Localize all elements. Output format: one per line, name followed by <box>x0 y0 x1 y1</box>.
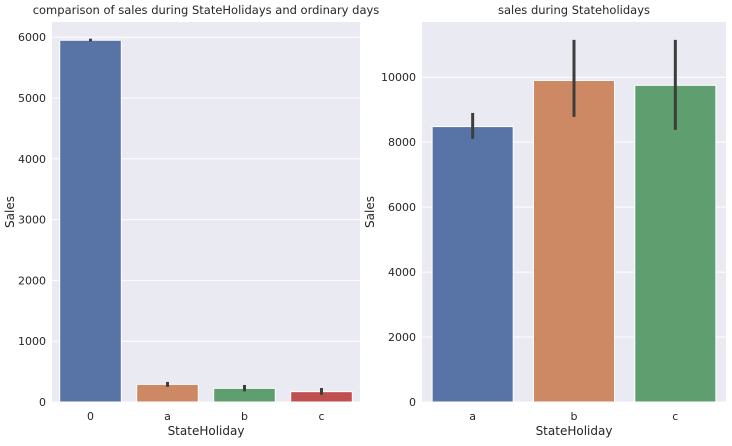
y-tick-label: 4000 <box>18 153 46 166</box>
y-tick-label: 5000 <box>18 92 46 105</box>
y-tick-label: 2000 <box>388 331 416 344</box>
y-tick-label: 0 <box>39 396 46 409</box>
bar-a <box>431 126 514 403</box>
y-tick-label: 2000 <box>18 274 46 287</box>
chart-title: comparison of sales during StateHolidays… <box>33 3 380 17</box>
y-axis-label: Sales <box>363 196 377 228</box>
y-tick-label: 10000 <box>381 71 416 84</box>
y-tick-label: 4000 <box>388 266 416 279</box>
bar-a <box>136 383 199 403</box>
x-axis-label: StateHoliday <box>536 424 613 438</box>
x-tick-label: c <box>672 410 678 423</box>
x-tick-label: b <box>241 410 248 423</box>
y-tick-label: 3000 <box>18 214 46 227</box>
chart-panel-1: 0 1000 2000 3000 4000 5000 6000 0 a b c comparison … <box>3 3 379 438</box>
x-axis-label: StateHoliday <box>168 424 245 438</box>
x-tick-label: 0 <box>87 410 94 423</box>
y-tick-label: 6000 <box>18 31 46 44</box>
chart-title: sales during Stateholidays <box>498 3 650 17</box>
y-axis-label: Sales <box>3 196 17 228</box>
bar-b <box>532 79 616 403</box>
y-tick-label: 0 <box>409 396 416 409</box>
x-tick-label: a <box>469 410 476 423</box>
y-tick-label: 8000 <box>388 136 416 149</box>
y-tick-label: 1000 <box>18 335 46 348</box>
x-tick-label: b <box>571 410 578 423</box>
bar-0 <box>59 39 122 403</box>
bar-c <box>634 84 717 403</box>
x-tick-label: a <box>164 410 171 423</box>
chart-panel-2: 0 2000 4000 6000 8000 10000 a b c sales during St… <box>363 3 726 438</box>
x-tick-label: c <box>318 410 324 423</box>
y-tick-label: 6000 <box>388 201 416 214</box>
